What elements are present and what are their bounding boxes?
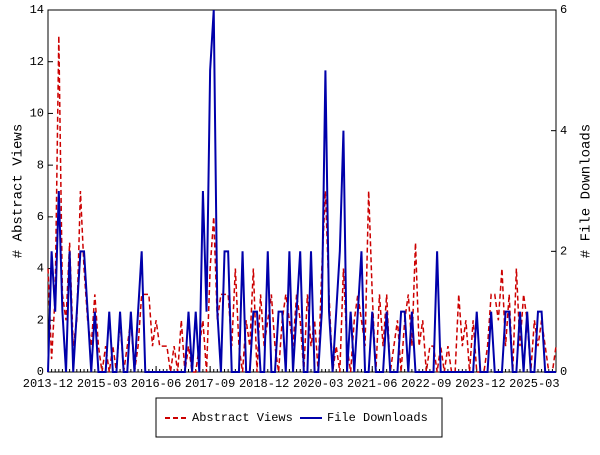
x-tick-label: 2013-12: [23, 377, 73, 391]
plot-frame: [47, 9, 557, 373]
y2-tick-label: 6: [560, 3, 567, 17]
x-tick-label: 2017-09: [185, 377, 235, 391]
data-line: [47, 9, 556, 373]
y2-tick-label: 4: [560, 124, 567, 138]
y-tick-label: 2: [37, 313, 44, 327]
x-tick-label: 2020-03: [293, 377, 343, 391]
y-tick-label: 4: [37, 262, 44, 276]
y2-tick-label: 2: [560, 245, 567, 259]
y-axis-label: # Abstract Views: [11, 124, 27, 258]
y2-tick-label: 0: [560, 365, 567, 379]
y2-axis-label: # File Downloads: [579, 124, 595, 258]
x-tick-label: 2023-12: [455, 377, 505, 391]
x-tick-label: 2015-03: [77, 377, 127, 391]
legend-box: [155, 397, 443, 438]
x-tick-label: 2018-12: [239, 377, 289, 391]
x-tick-label: 2016-06: [131, 377, 181, 391]
legend-label: File Downloads: [327, 411, 428, 425]
x-tick-label: 2021-06: [347, 377, 397, 391]
data-line: [47, 35, 557, 373]
legend-label: Abstract Views: [192, 411, 293, 425]
x-tick-label: 2025-03: [509, 377, 559, 391]
y-tick-label: 10: [30, 107, 44, 121]
y-tick-label: 8: [37, 158, 44, 172]
y-tick-label: 6: [37, 210, 44, 224]
y-tick-label: 0: [37, 365, 44, 379]
y-tick-label: 14: [30, 3, 44, 17]
x-tick-label: 2022-09: [401, 377, 451, 391]
y-tick-label: 12: [30, 55, 44, 69]
